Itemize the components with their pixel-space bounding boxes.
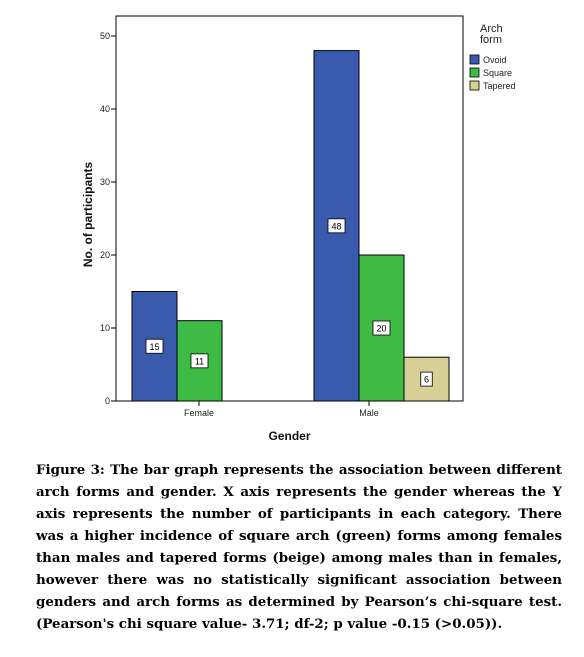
bar-chart: 0 10 20 30 40 50 No. of participants Female 15 11…	[81, 15, 516, 443]
y-tick-label: 20	[100, 250, 110, 260]
chart-canvas: 0 10 20 30 40 50 No. of participants Female 15 11…	[81, 15, 516, 443]
data-label: 15	[149, 342, 159, 352]
legend-swatch-square	[469, 67, 480, 78]
figure-caption: Figure 3: The bar graph represents the a…	[36, 462, 562, 632]
y-axis-label: No. of participants	[81, 162, 95, 268]
y-tick-label: 0	[105, 396, 110, 406]
y-tick-label: 50	[100, 31, 110, 41]
legend-label-tapered: Tapered	[483, 81, 516, 91]
legend-swatch-tapered	[469, 80, 480, 91]
data-label: 48	[331, 221, 341, 231]
y-tick-label: 40	[100, 104, 110, 114]
data-label-box	[420, 371, 433, 387]
legend-label-ovoid: Ovoid	[483, 55, 507, 65]
legend-title: Arch	[480, 23, 503, 35]
x-tick-label: Female	[184, 408, 214, 418]
x-axis-label: Gender	[268, 429, 310, 443]
data-label: 6	[424, 375, 429, 385]
y-tick-label: 30	[100, 177, 110, 187]
legend-swatch-ovoid	[469, 54, 480, 65]
data-label: 11	[195, 356, 204, 366]
y-tick-label: 10	[100, 323, 110, 333]
legend-label-square: Square	[483, 68, 512, 78]
data-label: 20	[376, 324, 386, 334]
legend-title: form	[480, 34, 502, 46]
x-tick-label: Male	[359, 408, 379, 418]
data-label-box	[372, 320, 391, 336]
data-label-box	[327, 218, 346, 234]
data-label-box	[190, 353, 209, 369]
data-label-box	[145, 338, 164, 354]
